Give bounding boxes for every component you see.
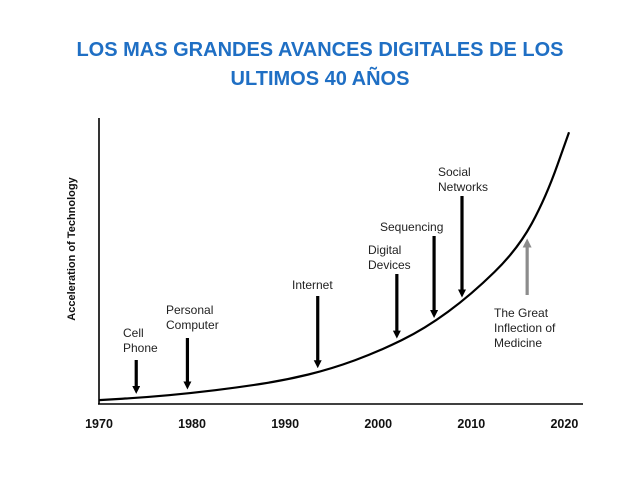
x-tick-label-2010: 2010 [457, 417, 485, 431]
x-tick-label-2000: 2000 [364, 417, 392, 431]
annotation-line-cell-phone-1: Phone [123, 341, 158, 355]
annotation-line-the-great-inflection-of-medicine-0: The Great [494, 306, 549, 320]
annotation-line-sequencing-0: Sequencing [380, 220, 443, 234]
annotation-line-personal-computer-1: Computer [166, 318, 219, 332]
annotation-line-social-networks-1: Networks [438, 180, 488, 194]
y-axis-label: Acceleration of Technology [66, 176, 78, 320]
slide-title-line-1: LOS MAS GRANDES AVANCES DIGITALES DE LOS [76, 39, 564, 61]
slide-title: LOS MAS GRANDES AVANCES DIGITALES DE LOS… [0, 36, 640, 94]
x-tick-label-1980: 1980 [178, 417, 206, 431]
annotation-line-the-great-inflection-of-medicine-1: Inflection of [494, 321, 556, 335]
annotation-line-social-networks-0: Social [438, 165, 471, 179]
annotation-line-internet-0: Internet [292, 278, 333, 292]
annotation-line-the-great-inflection-of-medicine-2: Medicine [494, 336, 542, 350]
annotation-label-personal-computer: Personal Computer [166, 303, 219, 332]
slide-title-line-2: ULTIMOS 40 AÑOS [230, 68, 410, 90]
annotation-line-cell-phone-0: Cell [123, 326, 144, 340]
annotation-line-digital-devices-1: Devices [368, 258, 411, 272]
annotation-line-personal-computer-0: Personal [166, 303, 213, 317]
annotation-line-digital-devices-0: Digital [368, 243, 401, 257]
annotation-label-sequencing: Sequencing [380, 220, 443, 234]
annotation-label-the-great-inflection-of-medicine: The Great Inflection of Medicine [494, 306, 556, 350]
x-tick-label-1990: 1990 [271, 417, 299, 431]
x-tick-label-2020: 2020 [550, 417, 578, 431]
annotation-label-cell-phone: Cell Phone [123, 326, 158, 355]
annotation-label-digital-devices: Digital Devices [368, 243, 411, 272]
technology-curve-line [98, 131, 571, 402]
annotation-label-internet: Internet [292, 278, 333, 292]
x-tick-label-1970: 1970 [85, 417, 113, 431]
annotation-label-social-networks: Social Networks [438, 165, 488, 194]
